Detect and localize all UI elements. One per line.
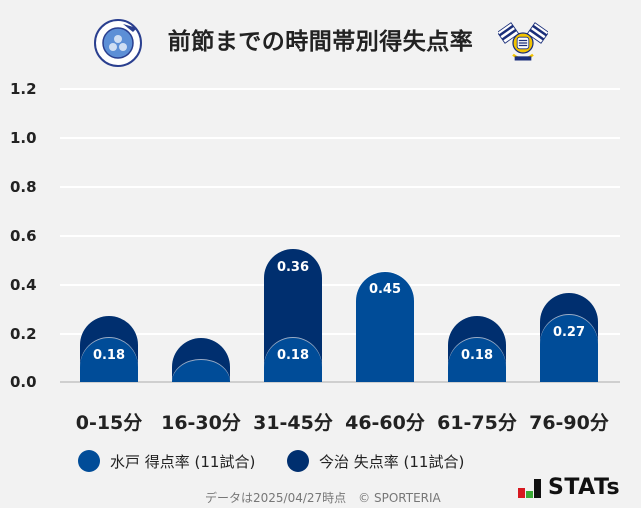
legend-label: 今治 失点率 (11試合) — [319, 452, 465, 471]
stats-brand-logo: STATs — [518, 475, 621, 500]
x-category: 46-60分 — [345, 412, 425, 434]
imabari-logo-icon — [498, 22, 548, 61]
bar-value-label: 0.45 — [368, 282, 402, 297]
legend-dot-icon — [287, 450, 309, 472]
x-category: 0-15分 — [75, 412, 143, 434]
legend-item-mito[interactable]: 水戸 得点率 (11試合) — [78, 450, 255, 472]
y-tick: 1.2 — [10, 80, 37, 98]
gridline — [60, 235, 620, 237]
bar-mito-76-90[interactable]: 0.27 — [540, 315, 598, 382]
gridline — [60, 186, 620, 188]
gridline — [60, 88, 620, 90]
bar-mito-61-75[interactable]: 0.18 — [448, 338, 506, 382]
y-tick: 0.8 — [10, 178, 37, 196]
y-tick: 0.0 — [10, 373, 37, 391]
bar-value-label: 0.18 — [92, 348, 126, 363]
bar-mito-46-60[interactable]: 0.45 — [356, 272, 414, 382]
bar-value-label: 0.18 — [460, 348, 494, 363]
bar-chart-icon — [526, 491, 533, 498]
stats-brand-text: STATs — [548, 475, 621, 500]
bar-value-label: 0.36 — [276, 260, 310, 275]
data-source-note: データは2025/04/27時点 © SPORTERIA — [205, 491, 441, 505]
y-tick: 0.2 — [10, 325, 37, 343]
y-tick: 0.6 — [10, 227, 37, 245]
y-tick: 0.4 — [10, 276, 37, 294]
y-tick: 1.0 — [10, 129, 37, 147]
x-axis-baseline — [60, 381, 620, 383]
x-category: 31-45分 — [253, 412, 333, 434]
gridline — [60, 284, 620, 286]
x-category: 76-90分 — [529, 412, 609, 434]
bar-mito-16-30[interactable] — [172, 360, 230, 382]
bar-mito-31-45[interactable]: 0.18 — [264, 338, 322, 382]
gridline — [60, 137, 620, 139]
bar-value-label: 0.18 — [276, 348, 310, 363]
legend-item-imabari[interactable]: 今治 失点率 (11試合) — [287, 450, 464, 472]
x-category: 61-75分 — [437, 412, 517, 434]
bar-mito-0-15[interactable]: 0.18 — [80, 338, 138, 382]
bar-chart-icon — [534, 479, 541, 498]
bar-value-label: 0.27 — [552, 325, 586, 340]
gridline — [60, 333, 620, 335]
x-category: 16-30分 — [161, 412, 241, 434]
legend-dot-icon — [78, 450, 100, 472]
chart-title: 前節までの時間帯別得失点率 — [167, 29, 474, 55]
bar-chart-icon — [518, 488, 525, 498]
legend-label: 水戸 得点率 (11試合) — [110, 452, 256, 471]
mito-hollyhock-logo-icon — [94, 19, 142, 67]
